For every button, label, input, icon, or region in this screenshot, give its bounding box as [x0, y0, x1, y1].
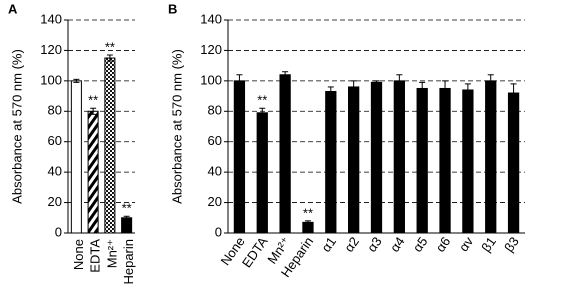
x-tick-label: α5 [410, 234, 431, 255]
y-tick-label: 80 [48, 103, 62, 118]
bar [233, 80, 246, 234]
error-bar [236, 74, 243, 88]
x-tick-label: Heparin [121, 239, 136, 285]
error-bar [90, 107, 97, 115]
significance-label: ** [303, 205, 313, 220]
y-tick-label: 100 [200, 72, 222, 87]
x-tick-label: Mn²⁺ [104, 239, 119, 268]
bar [279, 74, 291, 234]
error-bar [419, 81, 426, 96]
y-tick-label: 100 [40, 72, 62, 87]
bar [348, 86, 360, 234]
x-tick-label: α3 [364, 234, 385, 255]
error-bar [510, 83, 517, 103]
x-tick-label: None [71, 239, 86, 270]
y-axis-title: Absorbance at 570 nm (%) [9, 49, 24, 204]
error-bar [282, 71, 289, 79]
significance-label: ** [105, 39, 115, 54]
y-tick-label: 140 [40, 11, 62, 26]
bar [393, 80, 405, 234]
bar [439, 87, 451, 234]
bar [485, 80, 497, 234]
x-tick-label: EDTA [88, 239, 103, 273]
y-tick-label: 40 [48, 164, 62, 179]
error-bar [259, 107, 266, 118]
error-bar [73, 78, 80, 83]
significance-label: ** [257, 93, 267, 108]
y-tick-label: 120 [200, 42, 222, 57]
error-bar [464, 83, 471, 97]
error-bar [327, 86, 334, 97]
y-tick-label: 80 [208, 103, 222, 118]
bar [104, 57, 116, 234]
error-bar [373, 80, 380, 85]
y-tick-label: 60 [208, 133, 222, 148]
y-tick-label: 140 [200, 11, 222, 26]
x-tick-label: α6 [433, 234, 454, 255]
x-tick-label: αv [456, 234, 477, 254]
error-bar [396, 74, 403, 88]
x-tick-label: α4 [387, 234, 408, 255]
significance-label: ** [122, 201, 132, 216]
panel-label: A [8, 1, 18, 16]
error-bar [442, 80, 449, 97]
bar [325, 91, 337, 234]
bar [87, 110, 99, 234]
y-tick-label: 120 [40, 42, 62, 57]
y-tick-label: 20 [48, 194, 62, 209]
y-tick-label: 0 [55, 224, 62, 239]
error-bar [123, 215, 130, 220]
y-axis-title: Absorbance at 570 nm (%) [169, 49, 184, 204]
error-bar [350, 80, 357, 94]
y-tick-label: 0 [215, 224, 222, 239]
significance-label: ** [88, 93, 98, 108]
y-tick-label: 40 [208, 164, 222, 179]
bar [70, 80, 82, 234]
y-tick-label: 20 [208, 194, 222, 209]
error-bar [487, 74, 494, 88]
x-tick-label: β3 [501, 234, 522, 255]
bar [507, 92, 520, 234]
panel-label: B [168, 1, 177, 16]
error-bar [304, 220, 311, 225]
x-tick-label: β1 [478, 234, 499, 255]
bar [370, 81, 383, 234]
bar [416, 87, 428, 234]
y-tick-label: 60 [48, 133, 62, 148]
error-bar [106, 54, 113, 62]
bar [462, 89, 474, 234]
x-tick-label: α1 [318, 234, 339, 255]
bar [121, 217, 133, 234]
x-tick-label: EDTA [239, 234, 271, 270]
bar [256, 112, 268, 234]
x-tick-label: α2 [341, 234, 362, 255]
